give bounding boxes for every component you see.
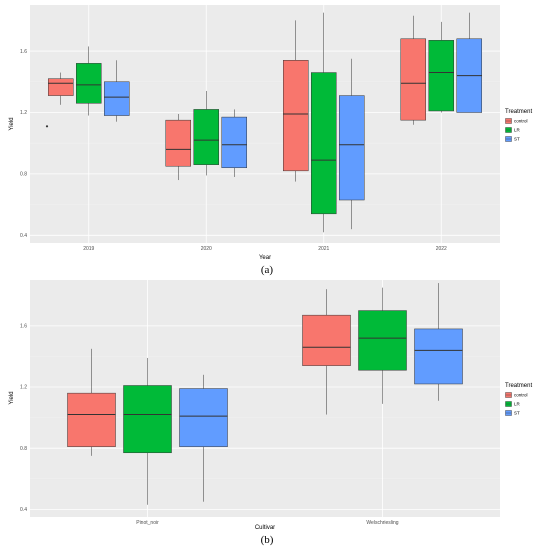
panel-b-grid bbox=[30, 280, 500, 517]
x-tick-label: 2019 bbox=[83, 246, 94, 252]
legend-title: Treatment bbox=[505, 383, 532, 389]
outlier-point bbox=[45, 125, 49, 128]
x-tick-label: 2022 bbox=[436, 246, 447, 252]
legend-label: control bbox=[514, 393, 528, 398]
y-tick-label: 0.4 bbox=[20, 507, 27, 513]
legend-title: Treatment bbox=[505, 109, 532, 115]
panel-a-x-ticks: 2019 2020 2021 2022 bbox=[83, 246, 447, 252]
y-tick-label: 0.8 bbox=[20, 446, 27, 452]
panel-b-boxes bbox=[67, 283, 463, 505]
panel-a-y-axis-title: Yield bbox=[9, 117, 15, 130]
panel-b-label: (b) bbox=[261, 534, 274, 546]
x-tick-label: Welschriesling bbox=[366, 520, 398, 526]
panel-a-legend: Treatment control LR ST bbox=[505, 109, 532, 142]
box bbox=[123, 385, 172, 454]
box bbox=[311, 72, 337, 215]
panel-b-y-axis-title: Yield bbox=[9, 391, 15, 404]
box bbox=[193, 109, 219, 165]
legend-label: ST bbox=[514, 137, 520, 142]
y-tick-label: 1.6 bbox=[20, 49, 27, 55]
panel-a-chart: 0.4 0.8 1.2 1.6 2019 2020 2021 2022 Year Yield… bbox=[9, 5, 532, 276]
box bbox=[221, 116, 247, 169]
y-tick-label: 1.6 bbox=[20, 324, 27, 330]
box bbox=[428, 40, 454, 112]
x-tick-label: Pinot_noir bbox=[136, 520, 159, 526]
legend-label: control bbox=[514, 119, 528, 124]
box bbox=[48, 78, 74, 96]
box bbox=[179, 388, 228, 447]
panel-b-x-ticks: Pinot_noir Welschriesling bbox=[136, 520, 399, 526]
panel-a-x-axis-title: Year bbox=[259, 255, 271, 261]
panel-b-x-axis-title: Cultivar bbox=[255, 525, 275, 531]
panel-b-legend: Treatment control LR ST bbox=[505, 383, 532, 416]
box bbox=[400, 38, 426, 121]
x-tick-label: 2020 bbox=[201, 246, 212, 252]
box bbox=[302, 314, 351, 366]
box bbox=[339, 95, 365, 201]
y-tick-label: 0.4 bbox=[20, 233, 27, 239]
box bbox=[104, 81, 130, 116]
legend-label: LR bbox=[514, 128, 521, 133]
legend-label: ST bbox=[514, 411, 520, 416]
box bbox=[67, 392, 116, 447]
box bbox=[283, 60, 309, 172]
y-tick-label: 1.2 bbox=[20, 385, 27, 391]
panel-a-boxes bbox=[45, 12, 482, 233]
box bbox=[76, 63, 102, 104]
box bbox=[165, 119, 191, 167]
panel-b-chart: 0.4 0.8 1.2 1.6 Pinot_noir Welschriesling Cu… bbox=[9, 280, 532, 546]
y-tick-label: 0.8 bbox=[20, 172, 27, 178]
y-tick-label: 1.2 bbox=[20, 110, 27, 116]
x-tick-label: 2021 bbox=[318, 246, 329, 252]
panel-a-y-ticks: 0.4 0.8 1.2 1.6 bbox=[20, 49, 27, 239]
box bbox=[358, 310, 407, 371]
panel-b-y-ticks: 0.4 0.8 1.2 1.6 bbox=[20, 324, 27, 513]
legend-label: LR bbox=[514, 402, 521, 407]
box bbox=[414, 328, 463, 385]
panel-a-label: (a) bbox=[261, 264, 274, 276]
